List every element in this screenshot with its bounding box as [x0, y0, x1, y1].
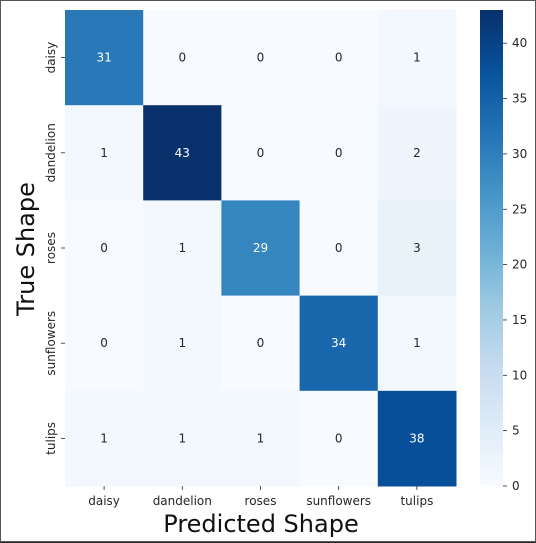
colorbar-tick-label: 15 — [512, 313, 527, 327]
cell-value-label: 1 — [178, 241, 186, 255]
y-tick-label: dandelion — [44, 123, 58, 182]
heatmap-cell — [143, 10, 222, 106]
heatmap-cell — [65, 10, 144, 106]
y-tick-label: tulips — [44, 422, 58, 455]
cell-value-label: 0 — [335, 146, 343, 160]
heatmap-cell — [299, 105, 379, 201]
heatmap-cell — [221, 390, 301, 487]
heatmap-cell — [377, 10, 457, 106]
colorbar-tick-label: 0 — [512, 479, 520, 493]
cell-value-label: 0 — [178, 51, 186, 65]
heatmap-cell-labels: 31 0 0 0 1 1 43 0 0 2 0 1 29 0 3 0 1 0 34 1 1 1 1 0 38 — [96, 51, 424, 446]
cell-value-label: 0 — [257, 51, 265, 65]
heatmap-cell — [299, 390, 379, 487]
heatmap-cell — [143, 295, 222, 392]
cell-value-label: 3 — [413, 241, 421, 255]
x-tick-label: dandelion — [153, 494, 212, 508]
y-tick-label: daisy — [44, 42, 58, 74]
cell-value-label: 0 — [257, 336, 265, 350]
heatmap-cell — [143, 390, 222, 487]
x-tick-label: daisy — [88, 494, 120, 508]
heatmap-cell — [143, 200, 222, 297]
colorbar-tick-label: 40 — [512, 36, 527, 50]
colorbar-tick-label: 20 — [512, 258, 527, 272]
cell-value-label: 2 — [413, 146, 421, 160]
colorbar-tick-label: 30 — [512, 147, 527, 161]
x-tick-label: sunflowers — [306, 494, 371, 508]
heatmap-cells — [65, 10, 457, 487]
cell-value-label: 1 — [413, 51, 421, 65]
heatmap-cell — [65, 200, 144, 297]
heatmap-cell — [299, 295, 379, 392]
heatmap-cell — [65, 390, 144, 487]
colorbar-tick-label: 10 — [512, 368, 527, 382]
x-tick-label: tulips — [400, 494, 433, 508]
heatmap-cell — [299, 10, 379, 106]
cell-value-label: 0 — [257, 146, 265, 160]
y-tick-label: roses — [44, 232, 58, 264]
cell-value-label: 0 — [100, 241, 108, 255]
heatmap-cell — [377, 390, 457, 487]
heatmap-cell — [143, 105, 222, 201]
cell-value-label: 0 — [100, 336, 108, 350]
cell-value-label: 1 — [178, 431, 186, 445]
y-tick-label: sunflowers — [44, 311, 58, 376]
cell-value-label: 0 — [335, 241, 343, 255]
x-axis-label: Predicted Shape — [163, 510, 358, 538]
heatmap-cell — [221, 295, 301, 392]
heatmap-cell — [65, 295, 144, 392]
heatmap-cell — [377, 295, 457, 392]
y-axis-ticks: daisy dandelion roses sunflowers tulips — [44, 42, 65, 455]
cell-value-label: 1 — [100, 146, 108, 160]
colorbar — [480, 10, 503, 486]
colorbar-tick-label: 25 — [512, 202, 527, 216]
heatmap-cell — [221, 200, 301, 297]
heatmap-cell — [221, 10, 301, 106]
cell-value-label: 0 — [335, 431, 343, 445]
cell-value-label: 34 — [331, 336, 346, 350]
y-axis-label: True Shape — [12, 182, 40, 317]
cell-value-label: 38 — [409, 431, 424, 445]
colorbar-tick-label: 5 — [512, 424, 520, 438]
heatmap-cell — [377, 105, 457, 201]
cell-value-label: 1 — [178, 336, 186, 350]
cell-value-label: 1 — [413, 336, 421, 350]
x-axis-ticks: daisy dandelion roses sunflowers tulips — [88, 486, 433, 508]
cell-value-label: 1 — [257, 431, 265, 445]
cell-value-label: 43 — [175, 146, 190, 160]
heatmap-cell — [65, 105, 144, 201]
cell-value-label: 29 — [253, 241, 268, 255]
colorbar-tick-label: 35 — [512, 92, 527, 106]
cell-value-label: 1 — [100, 431, 108, 445]
heatmap-cell — [221, 105, 301, 201]
colorbar-ticks: 0 5 10 15 20 25 30 35 40 — [503, 36, 527, 493]
heatmap-cell — [299, 200, 379, 297]
cell-value-label: 31 — [96, 51, 111, 65]
cell-value-label: 0 — [335, 51, 343, 65]
heatmap-cell — [377, 200, 457, 297]
x-tick-label: roses — [245, 494, 277, 508]
